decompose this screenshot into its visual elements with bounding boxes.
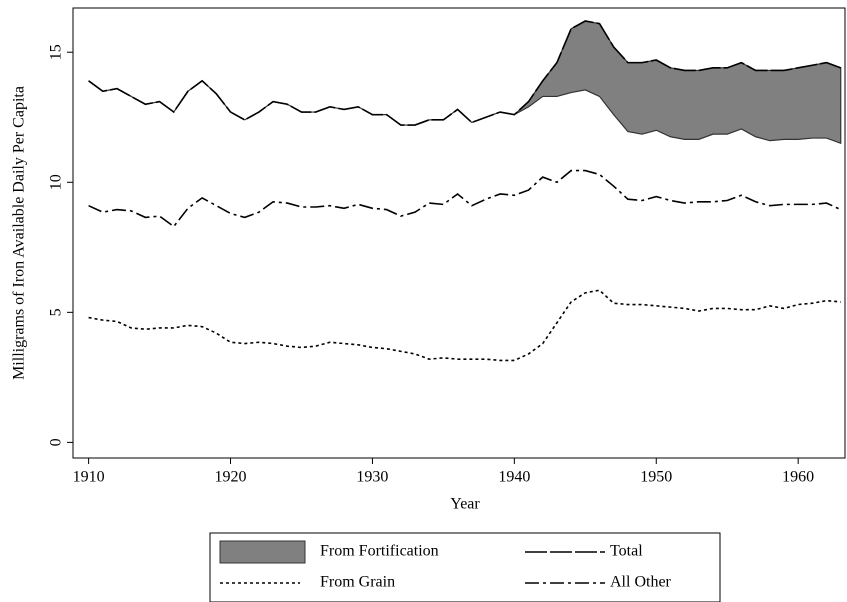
x-axis-label: Year xyxy=(450,496,480,513)
x-tick-label: 1910 xyxy=(73,469,105,486)
legend-swatch xyxy=(219,540,306,564)
x-tick-label: 1950 xyxy=(640,469,672,486)
x-tick-label: 1960 xyxy=(782,469,814,486)
y-tick-label: 15 xyxy=(48,44,65,60)
legend-box xyxy=(209,532,721,602)
x-tick-label: 1940 xyxy=(498,469,530,486)
y-tick-label: 5 xyxy=(48,308,65,316)
x-tick-label: 1920 xyxy=(215,469,247,486)
legend-label: From Fortification xyxy=(320,543,439,560)
x-tick-label: 1930 xyxy=(356,469,388,486)
plot-frame xyxy=(72,7,846,459)
series-line xyxy=(88,289,841,362)
series-line xyxy=(88,169,842,228)
y-tick-label: 0 xyxy=(48,438,65,446)
legend-label: Total xyxy=(610,543,643,560)
legend-label: All Other xyxy=(610,574,672,591)
series-line xyxy=(88,20,842,126)
legend-label: From Grain xyxy=(320,574,395,591)
y-tick-label: 10 xyxy=(48,174,65,190)
y-axis-label: Milligrams of Iron Available Daily Per C… xyxy=(11,86,28,380)
